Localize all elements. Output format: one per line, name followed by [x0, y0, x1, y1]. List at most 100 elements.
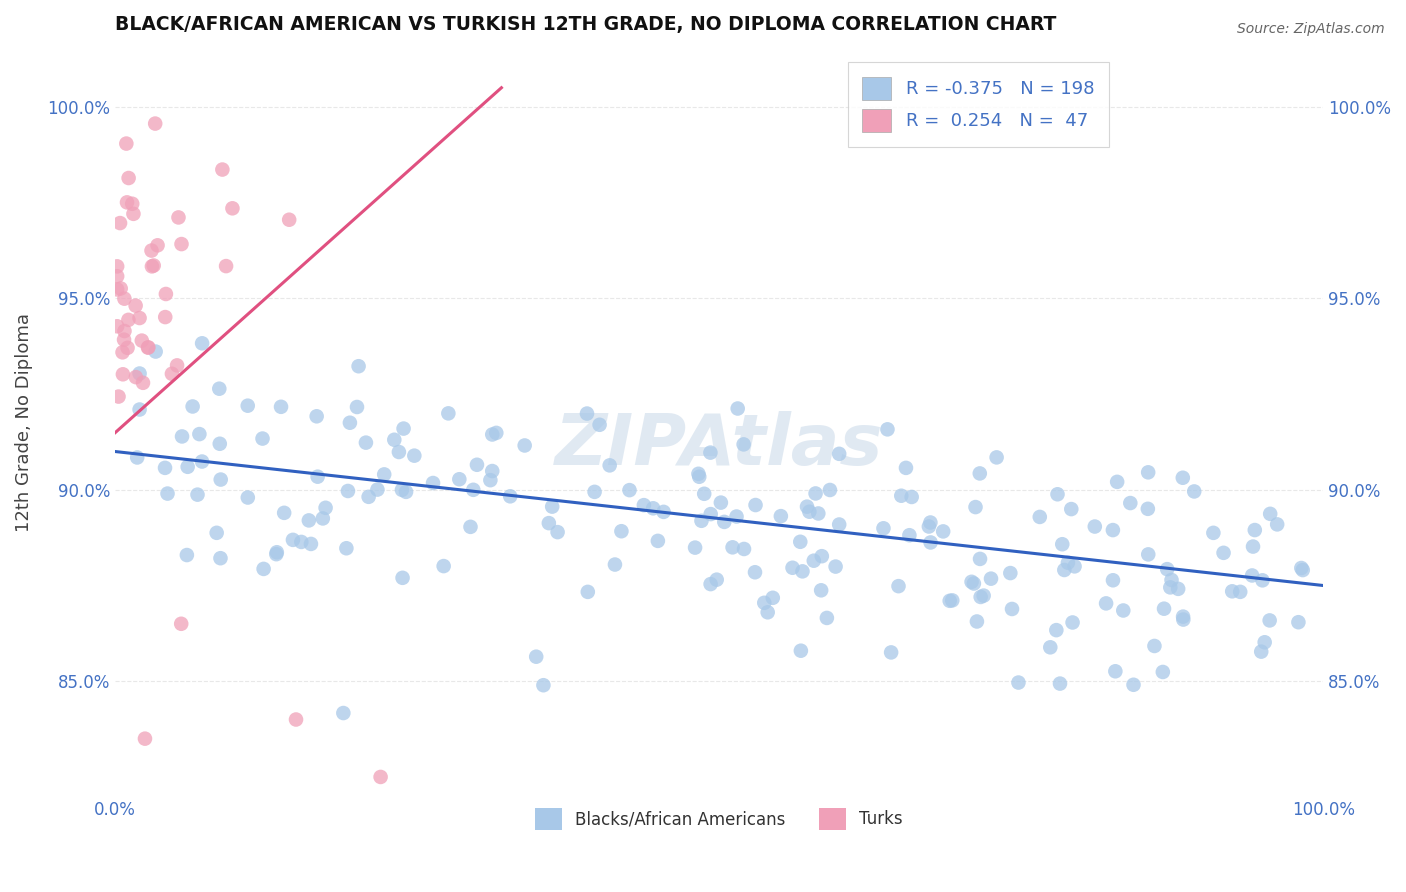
Point	[273, 506, 295, 520]
Point	[710, 495, 733, 509]
Point	[373, 467, 395, 482]
Point	[156, 486, 179, 500]
Point	[524, 649, 547, 664]
Point	[872, 521, 894, 535]
Point	[422, 475, 444, 490]
Point	[108, 216, 131, 230]
Point	[115, 136, 138, 151]
Point	[209, 551, 232, 566]
Point	[111, 368, 134, 382]
Point	[382, 433, 405, 447]
Point	[1241, 568, 1264, 582]
Point	[290, 535, 312, 549]
Point	[790, 643, 813, 657]
Point	[513, 438, 536, 452]
Point	[799, 505, 821, 519]
Point	[388, 445, 411, 459]
Point	[281, 533, 304, 547]
Point	[733, 437, 755, 451]
Point	[170, 616, 193, 631]
Point	[1053, 563, 1076, 577]
Point	[391, 571, 413, 585]
Point	[463, 483, 485, 497]
Point	[699, 507, 721, 521]
Point	[392, 421, 415, 435]
Point	[1122, 678, 1144, 692]
Point	[299, 537, 322, 551]
Point	[1063, 559, 1085, 574]
Point	[1159, 581, 1181, 595]
Point	[335, 541, 357, 556]
Point	[647, 533, 669, 548]
Point	[211, 162, 233, 177]
Point	[236, 491, 259, 505]
Point	[880, 645, 903, 659]
Point	[105, 282, 128, 296]
Point	[481, 464, 503, 478]
Point	[138, 340, 160, 354]
Point	[347, 359, 370, 374]
Text: BLACK/AFRICAN AMERICAN VS TURKISH 12TH GRADE, NO DIPLOMA CORRELATION CHART: BLACK/AFRICAN AMERICAN VS TURKISH 12TH G…	[115, 15, 1056, 34]
Point	[699, 445, 721, 459]
Point	[1258, 507, 1281, 521]
Point	[191, 336, 214, 351]
Text: Source: ZipAtlas.com: Source: ZipAtlas.com	[1237, 22, 1385, 37]
Point	[1007, 675, 1029, 690]
Point	[792, 565, 814, 579]
Point	[366, 483, 388, 497]
Point	[170, 237, 193, 252]
Point	[1104, 665, 1126, 679]
Point	[807, 507, 830, 521]
Point	[894, 461, 917, 475]
Point	[756, 605, 779, 619]
Point	[124, 299, 146, 313]
Point	[815, 611, 838, 625]
Point	[145, 344, 167, 359]
Point	[898, 528, 921, 542]
Point	[1084, 519, 1107, 533]
Point	[357, 490, 380, 504]
Point	[1137, 466, 1160, 480]
Point	[789, 534, 811, 549]
Point	[690, 514, 713, 528]
Point	[307, 469, 329, 483]
Point	[1152, 665, 1174, 679]
Point	[744, 566, 766, 580]
Point	[941, 593, 963, 607]
Point	[166, 359, 188, 373]
Point	[1143, 639, 1166, 653]
Point	[332, 706, 354, 720]
Point	[969, 467, 991, 481]
Point	[117, 313, 139, 327]
Point	[160, 367, 183, 381]
Point	[762, 591, 785, 605]
Point	[610, 524, 633, 539]
Point	[1119, 496, 1142, 510]
Point	[683, 541, 706, 555]
Point	[1205, 800, 1227, 814]
Point	[191, 454, 214, 468]
Point	[115, 195, 138, 210]
Point	[209, 473, 232, 487]
Point	[346, 400, 368, 414]
Point	[1153, 601, 1175, 615]
Legend: Blacks/African Americans, Turks: Blacks/African Americans, Turks	[529, 802, 910, 837]
Point	[460, 520, 482, 534]
Point	[266, 545, 288, 559]
Point	[876, 422, 898, 436]
Point	[1173, 613, 1195, 627]
Point	[215, 259, 238, 273]
Point	[824, 559, 846, 574]
Point	[986, 450, 1008, 465]
Point	[828, 517, 851, 532]
Point	[576, 585, 599, 599]
Point	[167, 211, 190, 225]
Point	[105, 319, 128, 334]
Point	[131, 334, 153, 348]
Point	[141, 260, 163, 274]
Point	[132, 376, 155, 390]
Point	[176, 548, 198, 562]
Point	[969, 552, 991, 566]
Point	[918, 519, 941, 533]
Point	[122, 207, 145, 221]
